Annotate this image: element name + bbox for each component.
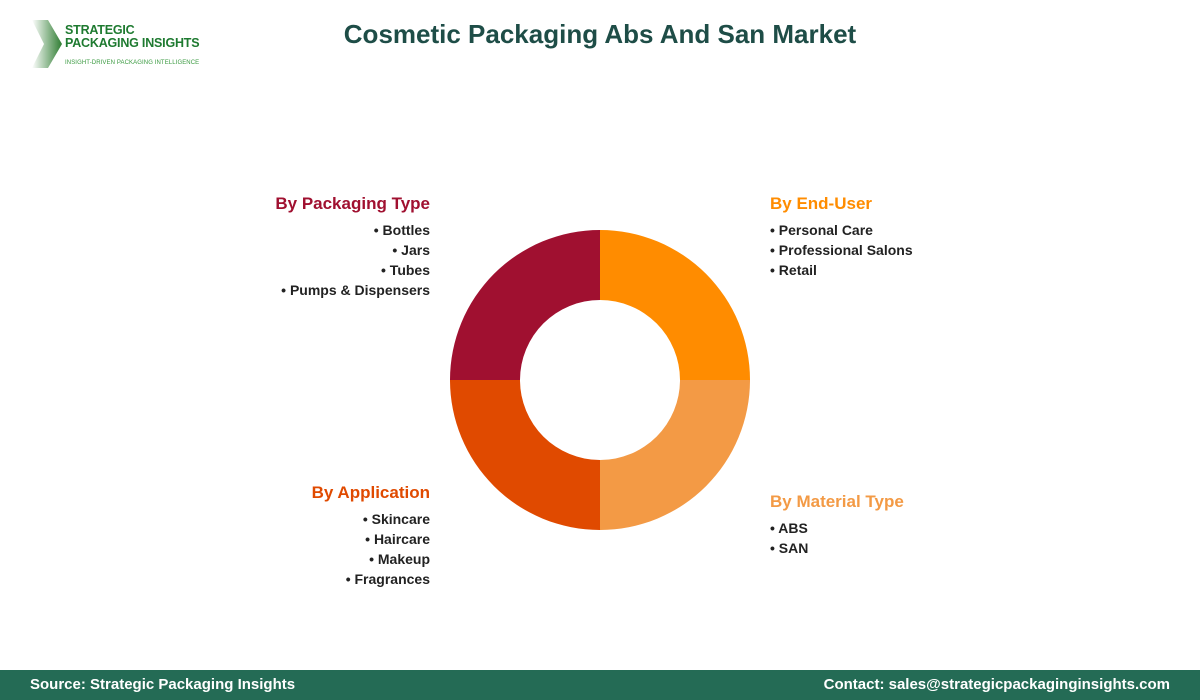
list-item: • Tubes xyxy=(381,262,430,278)
packaging-type-group: By Packaging Type • Bottles • Jars • Tubes… xyxy=(275,194,430,300)
footer-source: Source: Strategic Packaging Insights xyxy=(30,676,296,693)
list-item: • ABS xyxy=(770,520,808,536)
logo-line2: PACKAGING INSIGHTS xyxy=(65,36,200,50)
packaging-type-heading: By Packaging Type xyxy=(275,194,430,213)
list-item: • Professional Salons xyxy=(770,242,913,258)
list-item: • Personal Care xyxy=(770,222,873,238)
donut-segment-by-application xyxy=(450,380,600,530)
list-item: • Jars xyxy=(392,242,430,258)
footer: Source: Strategic Packaging Insights Con… xyxy=(0,670,1200,700)
logo: STRATEGIC PACKAGING INSIGHTS INSIGHT-DRIV… xyxy=(30,18,210,73)
donut-segment-by-end-user xyxy=(600,230,750,380)
list-item: • SAN xyxy=(770,540,809,556)
donut-segment-by-packaging-type xyxy=(450,230,600,380)
application-group: By Application • Skincare • Haircare • Mak… xyxy=(312,483,430,589)
list-item: • Fragrances xyxy=(345,571,430,587)
logo-line1: STRATEGIC xyxy=(65,23,135,37)
material-type-heading: By Material Type xyxy=(770,492,904,511)
list-item: • Haircare xyxy=(365,531,430,547)
list-item: • Makeup xyxy=(369,551,430,567)
footer-contact[interactable]: Contact: sales@strategicpackaginginsight… xyxy=(823,676,1170,693)
end-user-heading: By End-User xyxy=(770,194,873,213)
list-item: • Retail xyxy=(770,262,817,278)
logo-tagline: INSIGHT-DRIVEN PACKAGING INTELLIGENCE xyxy=(65,60,200,66)
list-item: • Skincare xyxy=(362,511,430,527)
page-title: Cosmetic Packaging Abs And San Market xyxy=(343,19,857,49)
material-type-group: By Material Type • ABS • SAN xyxy=(770,492,904,558)
application-heading: By Application xyxy=(311,483,430,502)
donut-segment-by-material-type xyxy=(600,380,750,530)
list-item: • Pumps & Dispensers xyxy=(281,282,430,298)
end-user-group: By End-User • Personal Care • Professiona… xyxy=(770,194,913,280)
logo-chevron-icon xyxy=(32,20,62,68)
list-item: • Bottles xyxy=(373,222,430,238)
